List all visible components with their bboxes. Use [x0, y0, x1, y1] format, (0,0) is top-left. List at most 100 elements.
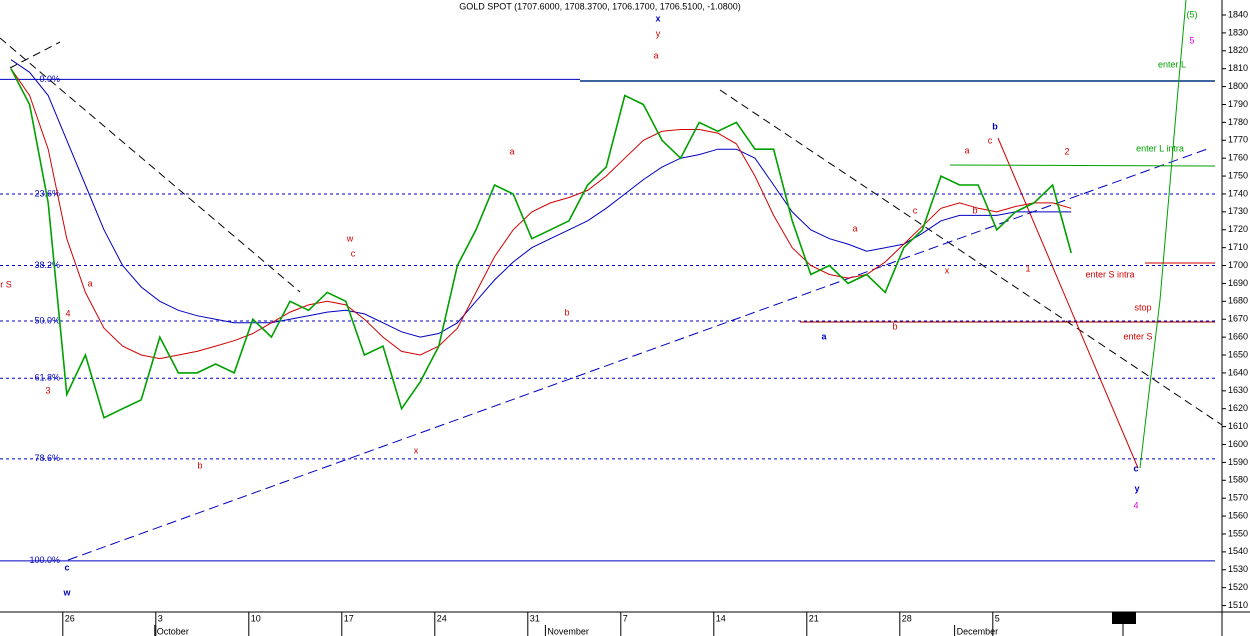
annotation: 5 — [1189, 35, 1194, 45]
x-tick-label: 28 — [902, 613, 912, 623]
annotation: b — [564, 307, 569, 317]
annotation: enter L intra — [1136, 143, 1184, 153]
annotation: enter S intra — [1085, 269, 1134, 279]
x-tick-label: 7 — [623, 613, 628, 623]
y-tick-label: 1600 — [1228, 439, 1248, 449]
y-tick-label: 1690 — [1228, 278, 1248, 288]
annotation: b — [972, 205, 977, 215]
fib-label: 38.2% — [34, 260, 60, 270]
y-tick-label: 1680 — [1228, 296, 1248, 306]
x-tick-label: 1 — [1125, 613, 1130, 623]
y-tick-label: 1670 — [1228, 314, 1248, 324]
y-tick-label: 1710 — [1228, 242, 1248, 252]
annotation: enter S — [1123, 331, 1152, 341]
month-label: December — [957, 626, 999, 636]
annotation: a — [964, 145, 969, 155]
y-tick-label: 1580 — [1228, 475, 1248, 485]
annotation: c — [1133, 463, 1138, 473]
y-tick-label: 1720 — [1228, 224, 1248, 234]
y-tick-label: 1790 — [1228, 99, 1248, 109]
annotation: a — [821, 331, 827, 341]
y-tick-label: 1640 — [1228, 367, 1248, 377]
projection-line — [1139, 0, 1187, 469]
x-tick-label: 14 — [716, 613, 726, 623]
annotation: 3 — [45, 385, 50, 395]
moving-average — [10, 59, 1072, 338]
x-tick-label: 3 — [158, 613, 163, 623]
chart-title: GOLD SPOT (1707.6000, 1708.3700, 1706.17… — [459, 1, 741, 11]
y-tick-label: 1620 — [1228, 403, 1248, 413]
annotation: w — [62, 587, 71, 597]
trend-line — [719, 89, 1223, 426]
annotation: x — [655, 13, 660, 23]
marker — [1112, 612, 1136, 624]
annotation: b — [892, 321, 897, 331]
projection-line — [997, 137, 1139, 469]
y-tick-label: 1660 — [1228, 332, 1248, 342]
y-tick-label: 1630 — [1228, 385, 1248, 395]
annotation: b — [197, 460, 202, 470]
annotation: c — [64, 562, 69, 572]
entry-line — [949, 164, 1216, 167]
moving-average — [10, 68, 1072, 360]
x-tick-label: 17 — [344, 613, 354, 623]
annotation: (5) — [1187, 9, 1198, 19]
x-tick-label: 26 — [65, 613, 75, 623]
annotation: x — [414, 445, 419, 455]
y-tick-label: 1740 — [1228, 188, 1248, 198]
trend-line — [67, 147, 1211, 561]
y-tick-label: 1730 — [1228, 206, 1248, 216]
fib-label: 61.8% — [34, 373, 60, 383]
y-tick-label: 1830 — [1228, 27, 1248, 37]
y-tick-label: 1840 — [1228, 9, 1248, 19]
annotation: a — [509, 146, 514, 156]
y-tick-label: 1820 — [1228, 45, 1248, 55]
y-tick-label: 1700 — [1228, 260, 1248, 270]
price-line — [10, 68, 1072, 419]
annotation: enter L — [1158, 59, 1186, 69]
trend-line — [9, 41, 61, 69]
fib-label: 78.6% — [34, 453, 60, 463]
annotation: y — [1134, 483, 1139, 493]
y-tick-label: 1550 — [1228, 528, 1248, 538]
annotation: c — [913, 205, 918, 215]
y-tick-label: 1560 — [1228, 510, 1248, 520]
annotation: 4 — [65, 308, 70, 318]
annotation: y — [656, 28, 661, 38]
fib-label: 100.0% — [29, 555, 60, 565]
annotation: a — [653, 50, 658, 60]
fib-label: 23.6% — [34, 188, 60, 198]
annotation: c — [351, 248, 356, 258]
annotation: 1 — [1025, 263, 1030, 273]
y-tick-label: 1750 — [1228, 170, 1248, 180]
annotation: a — [87, 278, 92, 288]
y-tick-label: 1610 — [1228, 421, 1248, 431]
annotation: 2 — [1064, 146, 1069, 156]
annotation: r S — [0, 279, 12, 289]
annotation: w — [346, 233, 354, 243]
month-label: November — [547, 626, 589, 636]
annotation: a — [852, 223, 857, 233]
y-tick-label: 1650 — [1228, 349, 1248, 359]
y-tick-label: 1760 — [1228, 153, 1248, 163]
y-tick-label: 1540 — [1228, 546, 1248, 556]
annotation: stop — [1134, 302, 1151, 312]
annotation: x — [945, 265, 950, 275]
y-tick-label: 1510 — [1228, 600, 1248, 610]
annotation: c — [988, 135, 993, 145]
fib-label: 0.0% — [39, 74, 60, 84]
y-tick-label: 1770 — [1228, 135, 1248, 145]
fib-label: 50.0% — [34, 315, 60, 325]
y-tick-label: 1590 — [1228, 457, 1248, 467]
y-tick-label: 1530 — [1228, 564, 1248, 574]
y-tick-label: 1570 — [1228, 493, 1248, 503]
y-tick-label: 1800 — [1228, 81, 1248, 91]
y-tick-label: 1520 — [1228, 582, 1248, 592]
annotation: 4 — [1133, 500, 1138, 510]
x-tick-label: 10 — [251, 613, 261, 623]
y-tick-label: 1810 — [1228, 63, 1248, 73]
x-tick-label: 24 — [437, 613, 447, 623]
x-tick-label: 5 — [995, 613, 1000, 623]
